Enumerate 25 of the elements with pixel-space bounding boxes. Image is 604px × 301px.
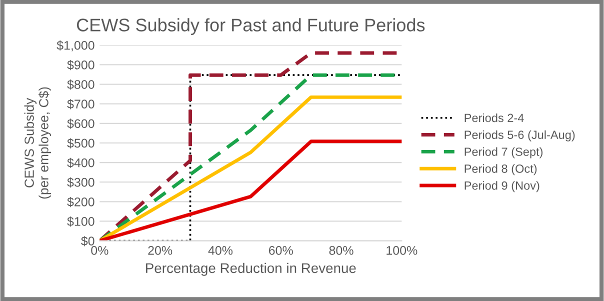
legend-label: Periods 2-4	[464, 113, 524, 122]
y-tick-label: $400	[67, 158, 94, 168]
legend-label: Period 8 (Oct)	[464, 164, 537, 176]
legend-label: Period 7 (Sept)	[464, 147, 543, 158]
y-tick-label: $1,000	[56, 40, 94, 52]
y-tick-label: $300	[67, 177, 94, 188]
y-tick-label: $700	[67, 99, 94, 110]
x-tick-label: 60%	[268, 246, 293, 255]
x-tick-label: 20%	[148, 246, 172, 255]
legend-label: Periods 5-6 (Jul-Aug)	[464, 130, 575, 142]
y-tick-label: $100	[67, 216, 94, 227]
chart-title: CEWS Subsidy for Past and Future Periods	[76, 18, 425, 36]
x-axis-title: Percentage Reduction in Revenue	[146, 262, 356, 276]
y-tick-label: $200	[67, 196, 94, 208]
y-tick-label: $0	[81, 236, 94, 246]
y-tick-label: $900	[67, 60, 94, 70]
y-tick-label: $600	[67, 118, 94, 129]
legend-label: Period 9 (Nov)	[464, 181, 540, 192]
x-tick-label: 40%	[208, 246, 233, 255]
x-tick-label: 0%	[91, 246, 108, 255]
y-axis-title: CEWS Subsidy (per employee, C$)	[24, 87, 52, 199]
x-tick-label: 80%	[329, 246, 354, 255]
y-tick-label: $500	[67, 138, 94, 148]
x-tick-label: 100%	[386, 246, 418, 255]
y-tick-label: $800	[67, 80, 94, 90]
